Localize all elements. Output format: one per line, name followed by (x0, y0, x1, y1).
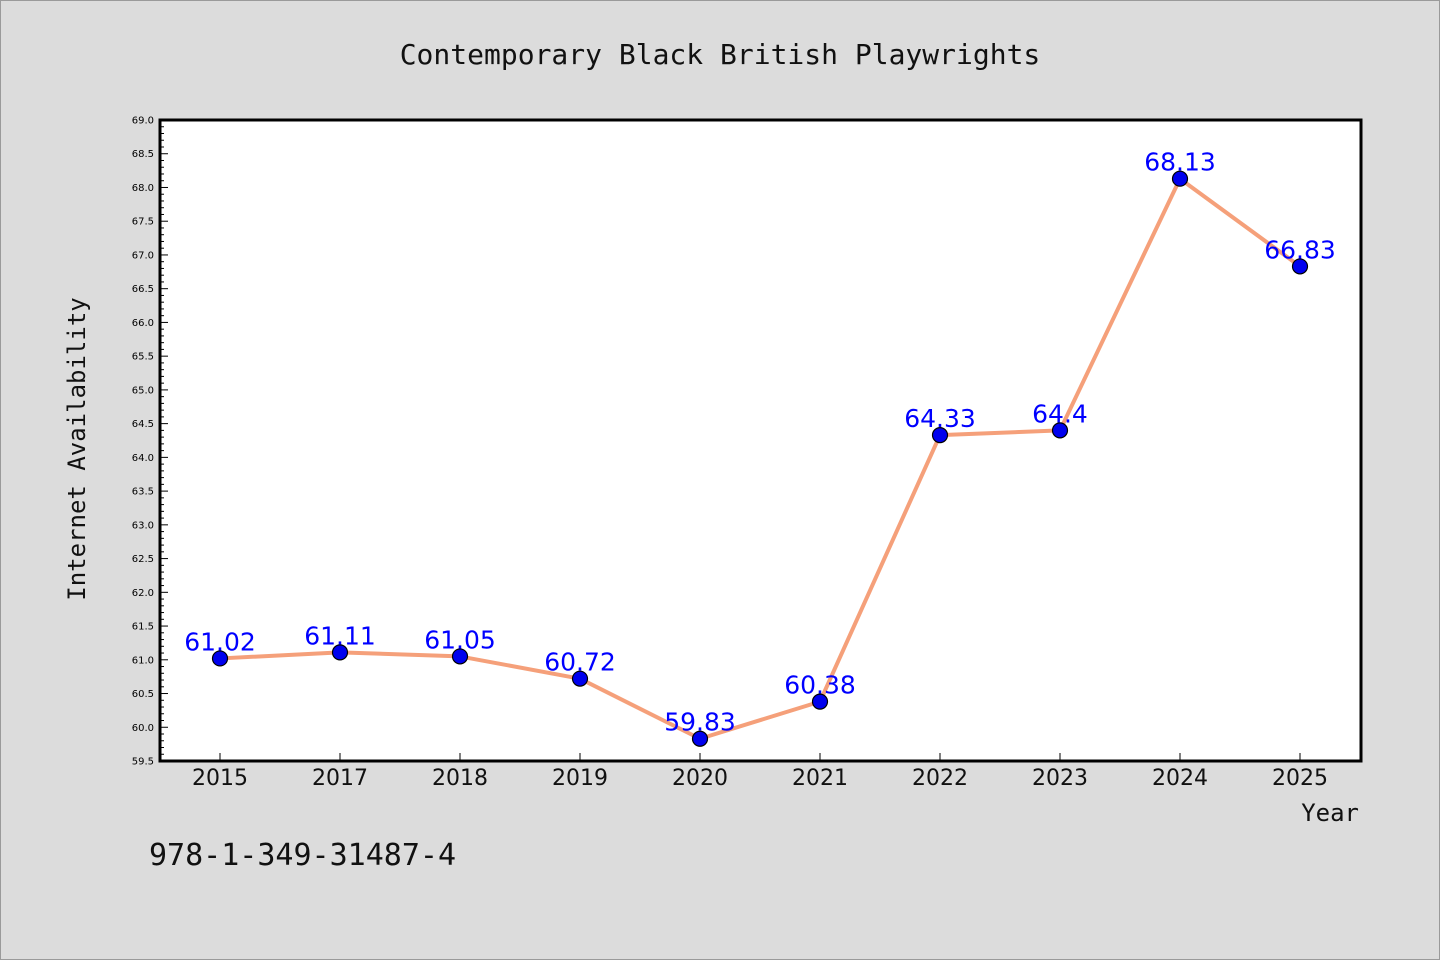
y-tick-label: 67.5 (132, 217, 154, 228)
data-point (1051, 422, 1069, 439)
y-tick-label: 68.5 (132, 149, 154, 160)
y-tick-label: 69.0 (132, 116, 154, 127)
data-point (571, 670, 589, 687)
data-label: 66.83 (1264, 235, 1336, 264)
x-tick-label: 2023 (1032, 766, 1088, 791)
x-tick-label: 2017 (312, 766, 368, 791)
data-point (931, 427, 949, 444)
y-tick-label: 61.0 (132, 655, 154, 666)
y-tick-label: 65.5 (132, 352, 154, 363)
x-tick-label: 2018 (432, 766, 488, 791)
y-tick-label: 66.5 (132, 284, 154, 295)
y-tick-label: 61.5 (132, 622, 154, 633)
y-tick-label: 68.0 (132, 183, 154, 194)
data-labels: 61.02 61.11 61.05 60.72 59.83 60.38 64.33 64.4 6… (184, 148, 1336, 737)
y-tick-label: 63.0 (132, 520, 154, 531)
x-tick-label: 2021 (792, 766, 848, 791)
data-label: 68.13 (1144, 148, 1216, 177)
y-tick-label: 63.5 (132, 487, 154, 498)
y-tick-label: 65.0 (132, 385, 154, 396)
x-axis: 2015 2017 2018 2019 2020 2021 2022 2023 2024 2025 (192, 753, 1328, 791)
x-tick-label: 2025 (1272, 766, 1328, 791)
data-label: 61.05 (424, 625, 496, 654)
data-label: 64.33 (904, 404, 976, 433)
y-tick-label: 59.5 (132, 757, 154, 768)
data-point (331, 644, 349, 661)
y-tick-label: 64.5 (132, 419, 154, 430)
data-point (1291, 258, 1309, 275)
data-label: 59.83 (664, 708, 736, 737)
series-line (218, 176, 1302, 741)
isbn-label: 978-1-349-31487-4 (149, 838, 456, 873)
data-label: 61.02 (184, 627, 256, 656)
y-tick-label: 64.0 (132, 453, 154, 464)
plot-area (160, 120, 1361, 761)
y-axis-title: Internet Availability (63, 297, 91, 600)
data-point (1171, 170, 1189, 187)
x-tick-label: 2020 (672, 766, 728, 791)
y-tick-label: 60.5 (132, 689, 154, 700)
x-axis-title: Year (1301, 799, 1359, 827)
data-label: 60.38 (784, 671, 856, 700)
plot-border (158, 118, 1363, 763)
data-point (811, 693, 829, 710)
x-tick-label: 2015 (192, 766, 248, 791)
x-tick-label: 2022 (912, 766, 968, 791)
data-point (451, 648, 469, 665)
y-tick-label: 66.0 (132, 318, 154, 329)
data-label: 60.72 (544, 648, 616, 677)
series-layer (211, 170, 1309, 747)
data-label: 61.11 (304, 621, 376, 650)
y-tick-label: 62.5 (132, 554, 154, 565)
data-label: 64.4 (1032, 399, 1088, 428)
data-point (211, 650, 229, 667)
data-point (691, 730, 709, 747)
y-tick-label: 60.0 (132, 723, 154, 734)
x-tick-label: 2019 (552, 766, 608, 791)
chart-title: Contemporary Black British Playwrights (400, 38, 1041, 71)
x-tick-label: 2024 (1152, 766, 1208, 791)
y-tick-label: 67.0 (132, 250, 154, 261)
y-tick-label: 62.0 (132, 588, 154, 599)
